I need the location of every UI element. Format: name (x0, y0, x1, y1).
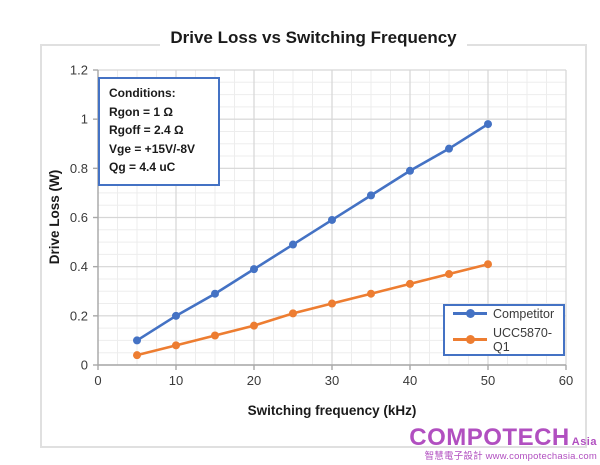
y-tick-label: 0.8 (70, 161, 88, 176)
series-line-UCC5870-Q1 (136, 262, 489, 357)
condition-line: Qg = 4.4 uC (109, 160, 176, 174)
x-axis-label: Switching frequency (kHz) (247, 403, 417, 418)
watermark-tagline: 智慧電子設計 www.compotechasia.com (424, 450, 597, 462)
series-marker-Competitor (133, 336, 141, 345)
y-tick-label: 1.2 (70, 63, 88, 78)
series-marker-Competitor (406, 166, 414, 175)
series-marker-Competitor (484, 120, 492, 129)
x-tick-label: 40 (403, 373, 417, 388)
x-tick-label: 10 (169, 373, 183, 388)
legend-label-competitor: Competitor (493, 306, 555, 321)
ucc5870-line-marker-icon (453, 335, 487, 344)
series-marker-Competitor (211, 289, 219, 298)
series-marker-Competitor (172, 311, 180, 320)
watermark-brand: COMPOTECH Asia (409, 423, 597, 451)
y-tick-label: 0.6 (70, 210, 88, 225)
series-marker-Competitor (445, 144, 453, 153)
series-marker-UCC5870-Q1 (133, 351, 141, 360)
conditions-box: Conditions: Rgon = 1 Ω Rgoff = 2.4 Ω Vge… (98, 77, 220, 186)
y-tick-label: 0 (81, 358, 88, 373)
chart-title-text: Drive Loss vs Switching Frequency (160, 28, 467, 48)
chart-title: Drive Loss vs Switching Frequency (40, 28, 587, 48)
series-marker-UCC5870-Q1 (211, 331, 219, 340)
conditions-title: Conditions: (109, 86, 176, 100)
competitor-line-marker-icon (453, 309, 487, 318)
legend-label-ucc5870: UCC5870-Q1 (493, 325, 553, 354)
series-marker-Competitor (328, 215, 336, 224)
legend: Competitor UCC5870-Q1 (443, 304, 565, 356)
watermark-region: Asia (571, 435, 597, 448)
x-tick-label: 50 (481, 373, 495, 388)
legend-item-competitor: Competitor (453, 307, 555, 321)
x-tick-label: 0 (94, 373, 101, 388)
series-marker-UCC5870-Q1 (172, 341, 180, 350)
y-tick-label: 1 (81, 112, 88, 127)
x-tick-label: 30 (325, 373, 339, 388)
condition-line: Vge = +15V/-8V (109, 141, 196, 156)
series-line-Competitor (136, 122, 489, 342)
series-marker-UCC5870-Q1 (484, 260, 492, 269)
series-marker-Competitor (250, 265, 258, 274)
watermark: COMPOTECH Asia 智慧電子設計 www.compotechasia.c… (409, 423, 597, 462)
series-marker-UCC5870-Q1 (367, 289, 375, 298)
y-tick-label: 0.2 (70, 308, 88, 323)
series-marker-Competitor (367, 191, 375, 200)
condition-line: Rgon = 1 Ω (109, 104, 173, 119)
condition-line: Rgoff = 2.4 Ω (109, 123, 184, 137)
series-marker-UCC5870-Q1 (289, 309, 297, 318)
legend-item-ucc5870: UCC5870-Q1 (453, 326, 555, 354)
x-tick-label: 20 (247, 373, 261, 388)
series-marker-UCC5870-Q1 (406, 279, 414, 288)
y-tick-label: 0.4 (70, 259, 88, 274)
series-marker-UCC5870-Q1 (445, 270, 453, 279)
series-marker-Competitor (289, 240, 297, 249)
x-tick-label: 60 (559, 373, 573, 388)
y-axis-label: Drive Loss (W) (47, 169, 62, 265)
series-marker-UCC5870-Q1 (250, 321, 258, 330)
series-marker-UCC5870-Q1 (328, 299, 336, 308)
